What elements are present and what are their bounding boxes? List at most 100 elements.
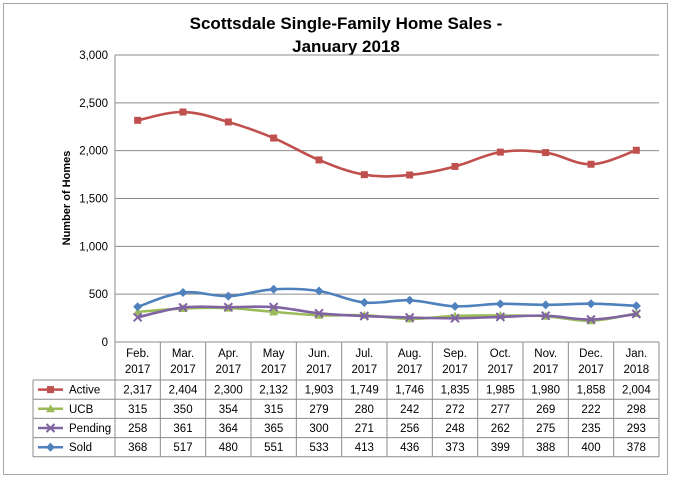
data-point xyxy=(495,299,505,309)
data-point xyxy=(586,299,596,309)
data-label: 235 xyxy=(581,423,600,435)
data-label: 1,858 xyxy=(577,385,606,397)
legend-key-marker xyxy=(47,386,54,394)
data-point xyxy=(496,148,504,156)
data-point xyxy=(269,284,279,294)
data-label: 413 xyxy=(355,442,374,454)
data-point xyxy=(133,302,143,312)
data-label: 256 xyxy=(400,423,419,435)
series-lines xyxy=(132,108,642,325)
data-label: 293 xyxy=(627,423,646,435)
data-point xyxy=(450,301,460,311)
data-label: 517 xyxy=(173,442,192,454)
x-tick-label: 2017 xyxy=(261,364,287,376)
data-point xyxy=(632,146,640,154)
x-tick-label: Mar. xyxy=(172,348,194,360)
data-point xyxy=(268,302,279,312)
data-label: 1,980 xyxy=(531,385,560,397)
data-point xyxy=(223,291,233,301)
x-tick-label: Apr. xyxy=(218,348,238,360)
data-point xyxy=(495,312,506,322)
x-tick-label: Oct. xyxy=(490,348,511,360)
data-label: 258 xyxy=(128,423,147,435)
data-point xyxy=(540,310,551,321)
data-label: 365 xyxy=(264,423,283,435)
data-label: 350 xyxy=(173,404,192,416)
data-label: 1,835 xyxy=(441,385,470,397)
data-label: 364 xyxy=(219,423,239,435)
data-point xyxy=(542,149,550,157)
data-point xyxy=(134,116,142,124)
data-label: 2,004 xyxy=(622,385,651,397)
series-line xyxy=(137,287,637,309)
data-point xyxy=(133,307,143,316)
data-label: 2,317 xyxy=(123,385,152,397)
data-label: 378 xyxy=(627,442,646,454)
data-point xyxy=(404,312,415,323)
data-point xyxy=(406,171,414,179)
data-label: 271 xyxy=(355,423,374,435)
data-point xyxy=(541,300,551,310)
chart-title: Scottsdale Single-Family Home Sales - xyxy=(190,14,503,33)
data-point xyxy=(314,286,324,296)
x-tick-label: Nov. xyxy=(534,348,557,360)
data-label: 1,749 xyxy=(350,385,379,397)
data-point xyxy=(631,309,642,319)
data-point xyxy=(179,108,187,116)
data-label: 277 xyxy=(491,404,510,416)
data-label: 2,132 xyxy=(259,385,288,397)
data-label: 315 xyxy=(264,404,283,416)
x-tick-label: 2017 xyxy=(533,364,559,376)
data-label: 262 xyxy=(491,423,510,435)
data-point xyxy=(223,302,234,312)
data-label: 275 xyxy=(536,423,555,435)
y-tick-label: 0 xyxy=(102,337,108,349)
x-tick-label: 2017 xyxy=(170,364,196,376)
data-label: 279 xyxy=(309,404,328,416)
data-label: 298 xyxy=(627,404,646,416)
x-tick-label: Dec. xyxy=(579,348,603,360)
legend-label: Pending xyxy=(69,423,111,435)
x-tick-label: 2017 xyxy=(216,364,242,376)
data-point xyxy=(178,288,188,298)
data-point xyxy=(450,313,460,323)
x-tick-label: Feb. xyxy=(126,348,149,360)
data-label: 373 xyxy=(445,442,464,454)
x-tick-label: 2017 xyxy=(397,364,423,376)
data-label: 248 xyxy=(445,423,464,435)
data-label: 551 xyxy=(264,442,283,454)
data-point xyxy=(360,171,368,179)
data-point xyxy=(405,295,415,305)
data-label: 2,404 xyxy=(169,385,198,397)
data-point xyxy=(587,160,595,168)
data-point xyxy=(224,118,232,126)
data-label: 388 xyxy=(536,442,555,454)
data-point xyxy=(451,162,459,170)
x-tick-label: 2017 xyxy=(352,364,378,376)
data-label: 1,746 xyxy=(395,385,424,397)
data-point xyxy=(315,156,323,164)
data-label: 269 xyxy=(536,404,555,416)
x-tick-label: Jun. xyxy=(308,348,330,360)
chart-frame xyxy=(3,3,668,475)
data-label: 436 xyxy=(400,442,419,454)
data-point xyxy=(586,314,596,325)
y-axis-label: Number of Homes xyxy=(61,151,73,246)
data-label: 480 xyxy=(219,442,238,454)
data-label: 399 xyxy=(491,442,510,454)
data-point xyxy=(359,297,369,307)
data-label: 1,985 xyxy=(486,385,515,397)
data-label: 272 xyxy=(445,404,464,416)
data-point xyxy=(359,311,370,321)
x-tick-label: 2017 xyxy=(488,364,514,376)
y-tick-label: 1,000 xyxy=(79,241,108,253)
series-pending xyxy=(132,302,642,325)
gridlines xyxy=(114,54,659,342)
x-tick-label: Jul. xyxy=(355,348,373,360)
data-point xyxy=(269,307,279,316)
legend-label: UCB xyxy=(69,404,94,416)
legend-key-marker xyxy=(46,442,55,452)
x-tick-label: Sep. xyxy=(443,348,467,360)
data-label: 2,300 xyxy=(214,385,243,397)
series-line xyxy=(137,305,637,321)
